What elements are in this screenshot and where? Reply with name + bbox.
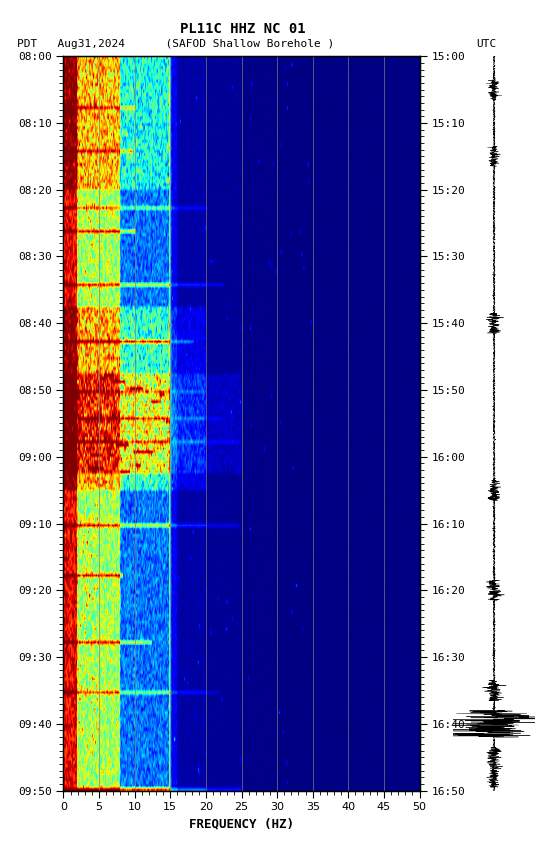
X-axis label: FREQUENCY (HZ): FREQUENCY (HZ) [189,818,294,831]
Text: PDT   Aug31,2024      (SAFOD Shallow Borehole ): PDT Aug31,2024 (SAFOD Shallow Borehole ) [17,39,334,49]
Text: PL11C HHZ NC 01: PL11C HHZ NC 01 [180,22,306,35]
Text: UTC: UTC [476,39,497,49]
